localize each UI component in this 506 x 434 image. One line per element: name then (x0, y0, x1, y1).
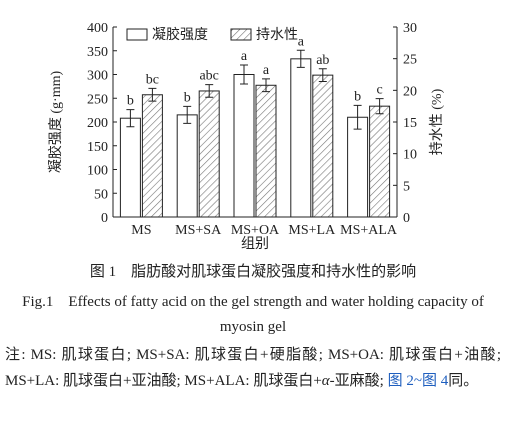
error-bar (205, 84, 214, 98)
x-tick-label: MS+LA (288, 223, 336, 238)
legend-swatch (126, 28, 148, 41)
y-tick-label: 200 (87, 116, 108, 131)
x-tick-label: MS+OA (231, 223, 280, 238)
bar (119, 117, 141, 218)
bar (141, 94, 163, 218)
significance-letter: b (354, 89, 361, 104)
y2-tick-label: 30 (403, 21, 417, 36)
error-bar (262, 78, 270, 93)
y-tick-label: 250 (87, 92, 108, 107)
x-tick-label: MS+SA (175, 223, 222, 238)
significance-letter: a (241, 49, 248, 64)
y-tick-label: 0 (101, 211, 108, 226)
error-bar (183, 105, 192, 124)
note-link[interactable]: 图 2~图 4 (387, 372, 449, 389)
significance-letter: a (263, 63, 270, 78)
bar (255, 84, 277, 218)
error-bar (148, 87, 157, 102)
error-bar (240, 64, 248, 85)
error-bar (353, 104, 362, 130)
y-tick-label: 300 (87, 69, 108, 84)
note-text: -亚麻酸; (329, 372, 388, 389)
x-tick-label: MS (131, 223, 151, 238)
y-tick-label: 400 (87, 21, 108, 36)
legend-label: 持水性 (256, 27, 298, 43)
legend-label: 凝胶强度 (152, 26, 208, 43)
x-axis-label: 组别 (241, 236, 269, 252)
bar (312, 74, 334, 218)
error-bar (375, 98, 384, 115)
y2-tick-label: 20 (403, 84, 417, 99)
y2-tick-label: 25 (403, 53, 417, 68)
significance-letter: c (376, 83, 382, 98)
significance-letter: abc (199, 69, 218, 84)
legend-swatch (230, 28, 252, 41)
y-axis-label: 凝胶强度 (g·mm) (47, 71, 64, 174)
y2-tick-label: 10 (403, 148, 417, 163)
y-tick-label: 100 (87, 164, 108, 179)
y2-axis-label: 持水性 (%) (429, 88, 445, 155)
error-bar (126, 109, 135, 128)
bar (290, 58, 312, 218)
y-tick-label: 50 (94, 187, 108, 202)
y2-tick-label: 5 (403, 179, 410, 194)
caption-cn: 图 1 脂肪酸对肌球蛋白凝胶强度和持水性的影响 (89, 264, 417, 280)
bar (347, 116, 369, 218)
note: 注: MS: 肌球蛋白; MS+SA: 肌球蛋白+硬脂酸; MS+OA: 肌球蛋… (5, 343, 501, 394)
note-text: 同。 (448, 372, 479, 389)
x-tick-label: MS+ALA (340, 223, 398, 238)
y-tick-label: 350 (87, 45, 108, 60)
error-bar (318, 68, 327, 82)
caption-en: Fig.1 Effects of fatty acid on the gel s… (22, 294, 484, 335)
bar (198, 90, 220, 218)
y2-tick-label: 0 (403, 211, 410, 226)
bar (176, 114, 198, 218)
bar (369, 105, 391, 218)
chart: 组别 凝胶强度 (g·mm) 持水性 (%) 05010015020025030… (47, 21, 445, 252)
significance-letter: b (127, 94, 134, 109)
y-tick-label: 150 (87, 140, 108, 155)
significance-letter: ab (316, 53, 329, 68)
significance-letter: bc (146, 72, 159, 87)
note-text: 注: MS: 肌球蛋白; MS+SA: 肌球蛋白+硬脂酸; MS+OA: 肌球蛋… (5, 347, 501, 389)
significance-letter: a (298, 34, 305, 49)
error-bar (296, 49, 305, 68)
y2-tick-label: 15 (403, 116, 417, 131)
bar (233, 74, 255, 218)
significance-letter: b (184, 90, 191, 105)
note-text: α (321, 372, 330, 389)
